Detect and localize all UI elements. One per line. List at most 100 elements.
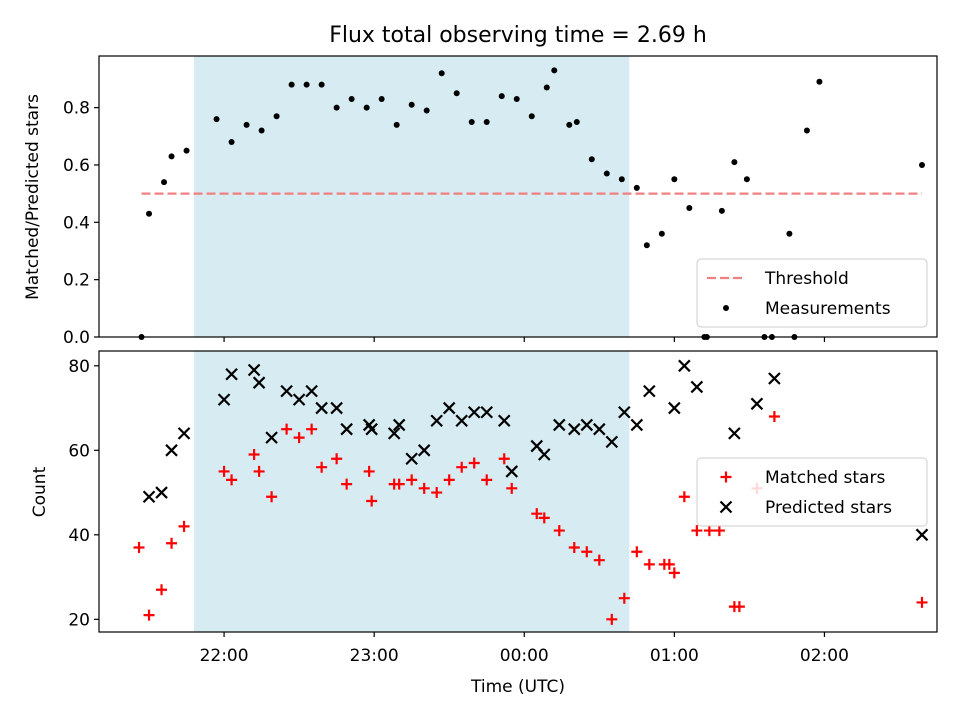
matched-stars-point (498, 453, 510, 465)
legend-matched-marker (720, 471, 732, 483)
measurement-point (393, 121, 400, 128)
measurement-point (408, 101, 415, 108)
predicted-stars-point (768, 372, 781, 385)
measurement-point (483, 118, 490, 125)
matched-stars-point (226, 474, 238, 486)
predicted-stars-point (593, 422, 606, 436)
predicted-stars-point (668, 401, 681, 415)
matched-stars-point (431, 487, 443, 499)
matched-stars-point (631, 546, 643, 558)
measurement-point (513, 96, 520, 103)
matched-stars-point (166, 537, 178, 549)
legend: Matched stars Predicted stars (696, 457, 928, 527)
predicted-stars-point (225, 367, 238, 381)
matched-stars-point (481, 474, 493, 486)
matched-stars-point (178, 520, 190, 532)
measurement-point (146, 210, 153, 217)
predicted-stars-point (505, 465, 519, 478)
legend-label-threshold: Threshold (764, 269, 849, 289)
measurement-point (363, 104, 370, 111)
predicted-stars-point (315, 401, 328, 415)
predicted-stars-point (405, 452, 418, 466)
x-tick-label: 01:00 (650, 646, 699, 666)
predicted-stars-point (247, 363, 261, 377)
measurement-point (468, 118, 475, 125)
predicted-stars-point (365, 422, 378, 436)
matched-stars-point (768, 410, 780, 422)
matched-stars-point (733, 601, 745, 613)
measurement-point (243, 121, 250, 128)
measurement-point (348, 96, 355, 103)
predicted-stars-point (252, 376, 266, 389)
measurement-point (378, 96, 385, 103)
measurement-point (633, 184, 640, 191)
matched-stars-point (418, 482, 430, 494)
legend-label-matched: Matched stars (765, 468, 885, 488)
matched-stars-point (366, 495, 378, 507)
predicted-stars-point (537, 448, 551, 461)
matched-stars-point (393, 478, 405, 490)
y-tick-label: 60 (68, 441, 90, 461)
predicted-stars-point (292, 393, 306, 406)
matched-stars-point (468, 457, 480, 469)
chart-title: Flux total observing time = 2.69 h (329, 23, 707, 48)
matched-stars-point (506, 482, 518, 494)
measurement-point (803, 127, 810, 134)
legend-label-predicted: Predicted stars (765, 498, 892, 518)
predicted-stars-point (690, 380, 704, 394)
measurement-point (743, 176, 750, 183)
x-axis-label: Time (UTC) (470, 677, 565, 697)
predicted-stars-point (142, 490, 156, 504)
predicted-stars-point (417, 444, 431, 457)
matched-stars-point (281, 423, 293, 435)
matched-stars-point (531, 508, 543, 520)
measurement-point (658, 230, 665, 237)
predicted-stars-point (467, 405, 481, 419)
observing-span (194, 56, 630, 337)
measurement-point (183, 147, 190, 154)
measurement-point (168, 153, 175, 160)
legend-box (696, 457, 928, 527)
measurement-point (423, 107, 430, 114)
matched-stars-point (341, 478, 353, 490)
predicted-stars-point (217, 393, 231, 406)
measurement-point (453, 90, 460, 97)
predicted-stars-point (265, 431, 278, 444)
predicted-stars-point (305, 384, 318, 398)
matched-stars-point (668, 567, 680, 579)
x-tick-label: 22:00 (200, 646, 249, 666)
predicted-stars-point (280, 384, 293, 398)
predicted-stars-point (630, 418, 644, 432)
matched-stars-point (568, 541, 580, 553)
predicted-stars-point (330, 401, 343, 415)
predicted-stars-point (480, 405, 494, 419)
matched-stars-point (253, 465, 265, 477)
top-y-axis-label: Matched/Predicted stars (23, 94, 43, 300)
predicted-stars-point (552, 418, 566, 432)
matched-stars-point (293, 432, 305, 444)
measurement-point (213, 116, 220, 123)
y-tick-label: 0.4 (63, 213, 90, 233)
measurement-point (288, 81, 295, 88)
predicted-stars-point (728, 427, 741, 440)
predicted-stars-point (177, 427, 191, 440)
measurement-point (786, 230, 793, 237)
measurement-point (498, 93, 505, 100)
legend-label-measurements: Measurements (765, 299, 891, 319)
matched-stars-point (703, 525, 715, 537)
measurement-point (333, 104, 340, 111)
predicted-stars-point (678, 359, 691, 373)
y-tick-label: 80 (68, 357, 90, 377)
predicted-stars-point (455, 414, 468, 427)
predicted-stars-point (915, 528, 929, 542)
measurement-point (618, 176, 625, 183)
y-tick-label: 20 (68, 610, 90, 630)
matched-stars-point (663, 558, 675, 570)
x-tick-label: 23:00 (350, 646, 399, 666)
axes-frame (98, 55, 938, 338)
measurement-point (671, 176, 678, 183)
measurement-point (686, 204, 693, 211)
measurement-point (543, 84, 550, 91)
predicted-stars-point (155, 486, 168, 499)
